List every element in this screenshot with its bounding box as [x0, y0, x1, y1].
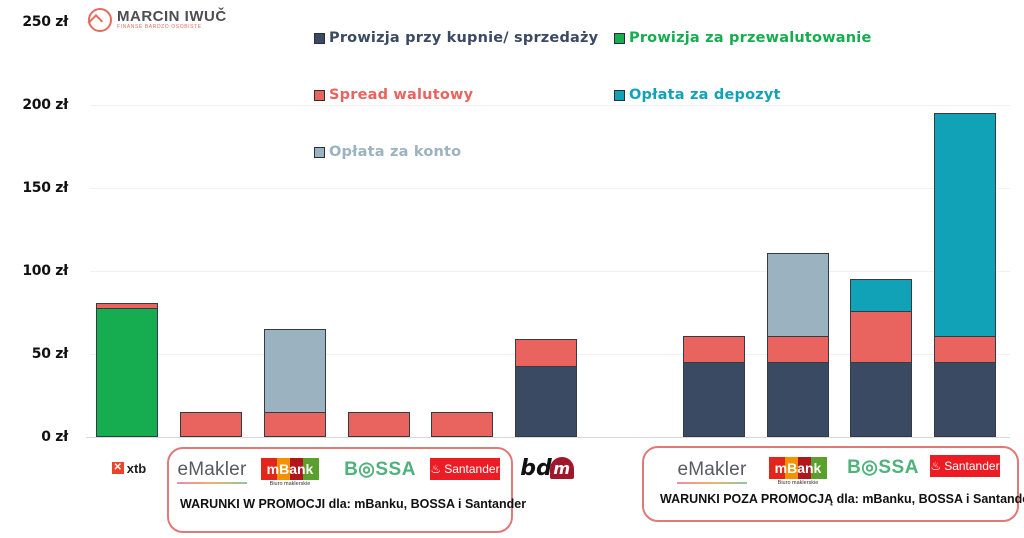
- legend-label: Spread walutowy: [329, 87, 474, 103]
- santander-label: Santander: [444, 462, 500, 476]
- bar-7: [767, 252, 829, 437]
- bar-segment: [850, 279, 912, 311]
- bar-segment: [515, 339, 577, 366]
- bossa-logo-promo: B◎SSA: [342, 456, 418, 482]
- bar-segment: [850, 362, 912, 437]
- bar-segment: [264, 329, 326, 413]
- bar-1: [180, 412, 242, 437]
- mbank-label: mBank: [769, 456, 827, 479]
- bar-segment: [767, 252, 829, 336]
- bar-9: [934, 113, 996, 437]
- bar-segment: [683, 362, 745, 437]
- emakler-label: eMakler: [676, 458, 748, 484]
- legend-swatch: [314, 89, 325, 101]
- mbank-sublabel: Biuro maklerskie: [777, 479, 819, 486]
- legend-swatch: [614, 89, 625, 101]
- xtb-mark-icon: ✕: [111, 462, 124, 474]
- bar-segment: [934, 113, 996, 336]
- gridline: [90, 271, 1010, 272]
- promo-caption: WARUNKI W PROMOCJI dla: mBanku, BOSSA i …: [180, 497, 527, 511]
- gridline: [90, 105, 1010, 106]
- xtb-label: xtb: [126, 460, 147, 476]
- gridline: [90, 188, 1010, 189]
- y-tick-0: 0 zł: [41, 429, 68, 445]
- bar-segment: [264, 412, 326, 437]
- bar-segment: [180, 412, 242, 437]
- bar-2: [264, 329, 326, 437]
- bdm-mark-icon: m: [549, 457, 574, 479]
- emakler-logo-nonpromo: eMakler: [672, 458, 752, 484]
- y-tick-250: 250 zł: [22, 14, 68, 30]
- brand-logo: MARCIN IWUČ FINANSE BARDZO OSOBISTE: [88, 8, 227, 32]
- brand-mark-icon: [88, 8, 112, 32]
- santander-label: Santander: [944, 459, 1000, 473]
- legend-swatch: [314, 32, 325, 44]
- bar-segment: [934, 362, 996, 437]
- bar-3: [348, 412, 410, 437]
- legend-swatch: [314, 146, 325, 158]
- legend-item-spread: Spread walutowy: [314, 87, 473, 103]
- legend-label: Prowizja przy kupnie/ sprzedaży: [329, 30, 599, 46]
- xtb-logo: ✕ xtb: [100, 458, 158, 478]
- bar-segment: [348, 412, 410, 437]
- legend-item-account-fee: Opłata za konto: [314, 144, 461, 160]
- brand-subtitle: FINANSE BARDZO OSOBISTE: [117, 24, 202, 30]
- bar-segment: [767, 335, 829, 363]
- santander-logo-promo: ♨ Santander: [430, 458, 500, 480]
- bar-4: [431, 412, 493, 437]
- bar-segment: [515, 365, 577, 437]
- bar-segment: [767, 362, 829, 437]
- mbank-label: mBank: [261, 457, 319, 480]
- bdm-logo: bd m: [516, 454, 578, 482]
- bossa-label: B◎SSA: [847, 456, 919, 478]
- santander-logo-nonpromo: ♨ Santander: [930, 455, 1000, 477]
- y-tick-50: 50 zł: [31, 346, 69, 362]
- bar-segment: [96, 302, 158, 308]
- emakler-label: eMakler: [176, 458, 248, 484]
- legend-swatch: [614, 32, 625, 44]
- bar-segment: [96, 307, 158, 437]
- bar-segment: [683, 335, 745, 363]
- y-tick-150: 150 zł: [22, 180, 68, 196]
- bar-8: [850, 279, 912, 437]
- x-axis-baseline: [86, 437, 1010, 438]
- legend-item-conversion-fee: Prowizja za przewalutowanie: [614, 30, 872, 46]
- bar-segment: [431, 412, 493, 437]
- y-tick-100: 100 zł: [22, 263, 68, 279]
- brand-name: MARCIN IWUČ: [117, 8, 227, 25]
- legend-item-deposit-fee: Opłata za depozyt: [614, 87, 781, 103]
- mbank-logo-promo: mBank Biuro maklerskie: [258, 456, 322, 488]
- mbank-logo-nonpromo: mBank Biuro maklerskie: [766, 455, 830, 487]
- legend-label: Opłata za depozyt: [629, 87, 781, 103]
- bossa-label: B◎SSA: [344, 458, 416, 480]
- santander-flame-icon: ♨: [430, 462, 442, 476]
- bar-segment: [934, 335, 996, 363]
- santander-flame-icon: ♨: [930, 459, 942, 473]
- bar-segment: [850, 310, 912, 363]
- bossa-logo-nonpromo: B◎SSA: [845, 454, 921, 480]
- mbank-sublabel: Biuro maklerskie: [269, 480, 311, 487]
- emakler-logo-promo: eMakler: [172, 458, 252, 484]
- y-tick-200: 200 zł: [22, 97, 68, 113]
- legend-item-commission: Prowizja przy kupnie/ sprzedaży: [314, 30, 598, 46]
- nonpromo-caption: WARUNKI POZA PROMOCJĄ dla: mBanku, BOSSA…: [660, 492, 1024, 506]
- bar-5: [515, 339, 577, 437]
- bdm-label: bd: [520, 455, 552, 481]
- bar-6: [683, 335, 745, 437]
- bar-0: [96, 302, 158, 437]
- legend-label: Prowizja za przewalutowanie: [629, 30, 872, 46]
- legend-label: Opłata za konto: [329, 144, 462, 160]
